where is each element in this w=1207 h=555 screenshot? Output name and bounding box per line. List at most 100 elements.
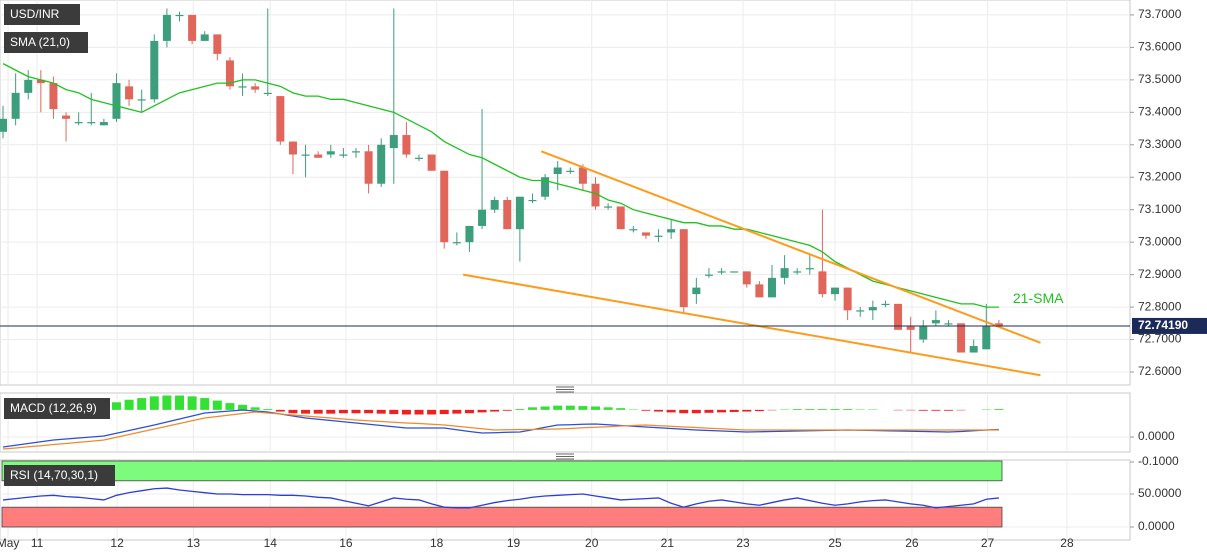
x-tick-label: 28 bbox=[1060, 536, 1074, 550]
candle-body bbox=[0, 118, 8, 132]
histogram-bar bbox=[414, 409, 424, 415]
candle-body bbox=[629, 229, 638, 231]
histogram-bar bbox=[616, 408, 626, 410]
candle-body bbox=[742, 271, 751, 285]
candle-body bbox=[415, 157, 424, 159]
candle-body bbox=[87, 122, 96, 124]
candle-body bbox=[288, 141, 297, 155]
trend-line bbox=[540, 150, 1041, 344]
candle-body bbox=[667, 229, 676, 233]
candle-body bbox=[755, 284, 764, 298]
x-tick-label: 19 bbox=[507, 536, 521, 550]
candle-body bbox=[616, 206, 625, 230]
histogram-bar bbox=[742, 409, 752, 412]
x-tick-label: 16 bbox=[339, 536, 353, 550]
candle-body bbox=[364, 151, 373, 184]
histogram-bar bbox=[364, 409, 374, 414]
candle-body bbox=[36, 79, 45, 84]
candle-body bbox=[314, 154, 323, 158]
panel-separator bbox=[556, 386, 574, 460]
candle-body bbox=[263, 92, 272, 95]
histogram-bar bbox=[212, 400, 222, 410]
histogram-bar bbox=[931, 409, 941, 411]
x-tick-label: 18 bbox=[430, 536, 444, 550]
y-tick-label: 72.9000 bbox=[1138, 267, 1182, 281]
histogram-bar bbox=[313, 409, 323, 414]
histogram-bar bbox=[729, 409, 739, 412]
candle-body bbox=[175, 14, 184, 17]
sma-line bbox=[2, 63, 999, 308]
histogram-bar bbox=[527, 407, 537, 410]
y-tick-label: 73.2000 bbox=[1138, 169, 1182, 183]
macd-line bbox=[2, 411, 999, 450]
histogram-bar bbox=[288, 409, 298, 414]
rsi-title-box bbox=[4, 465, 115, 486]
histogram-bar bbox=[591, 406, 601, 410]
histogram-bar bbox=[502, 409, 512, 411]
histogram-bar bbox=[326, 409, 336, 414]
histogram-bar bbox=[338, 409, 348, 414]
candle-body bbox=[427, 154, 436, 171]
candle-body bbox=[515, 196, 524, 230]
histogram-bar bbox=[301, 409, 311, 414]
annotation: 21-SMA bbox=[1013, 290, 1064, 306]
candle-body bbox=[238, 86, 247, 88]
histogram-bar bbox=[679, 409, 689, 414]
candle-body bbox=[717, 271, 726, 273]
histogram-bar bbox=[137, 398, 147, 410]
histogram-bar bbox=[464, 409, 474, 414]
candle-body bbox=[24, 79, 33, 93]
candle-body bbox=[150, 40, 159, 100]
candle-body bbox=[793, 271, 802, 273]
candle-body bbox=[478, 209, 487, 226]
price-panel bbox=[0, 0, 1131, 386]
candle-body bbox=[868, 307, 877, 311]
candle-body bbox=[730, 271, 739, 273]
candle-body bbox=[276, 96, 285, 142]
histogram-bar bbox=[175, 395, 185, 410]
histogram-bar bbox=[376, 409, 386, 414]
candle-body bbox=[553, 167, 562, 174]
histogram-bar bbox=[805, 409, 815, 410]
rsi-title: RSI (14,70,30,1) bbox=[10, 468, 98, 482]
histogram-bar bbox=[427, 409, 437, 415]
y-tick-label: 73.3000 bbox=[1138, 137, 1182, 151]
candle-body bbox=[818, 271, 827, 295]
candle-body bbox=[541, 177, 550, 197]
histogram-bar bbox=[540, 406, 550, 410]
candle-body bbox=[654, 235, 663, 237]
candle-body bbox=[125, 86, 134, 100]
histogram-bar bbox=[351, 409, 361, 414]
candle-body bbox=[767, 277, 776, 298]
candle-body bbox=[528, 199, 537, 202]
histogram-bar bbox=[238, 404, 248, 410]
candle-body bbox=[377, 144, 386, 184]
last-price-label: 72.74190 bbox=[1138, 318, 1188, 332]
x-tick-label: 23 bbox=[736, 536, 750, 550]
candle-body bbox=[49, 83, 58, 110]
histogram-bar bbox=[111, 402, 121, 410]
histogram-bar bbox=[452, 409, 462, 414]
legend-box bbox=[4, 32, 88, 53]
histogram-bar bbox=[477, 409, 487, 413]
histogram-bar bbox=[792, 409, 802, 410]
histogram-bar bbox=[717, 409, 727, 413]
x-tick-label: 11 bbox=[31, 536, 44, 550]
histogram-bar bbox=[250, 407, 260, 410]
chart-title: USD/INR bbox=[10, 7, 60, 21]
histogram-bar bbox=[654, 409, 664, 412]
histogram-bar bbox=[439, 409, 449, 415]
histogram-bar bbox=[994, 409, 1004, 410]
candle-body bbox=[351, 151, 360, 153]
y-tick-label: 0.0000 bbox=[1138, 429, 1175, 443]
x-tick-label: 25 bbox=[828, 536, 842, 550]
x-tick-label: May bbox=[0, 536, 19, 550]
candle-body bbox=[301, 154, 310, 156]
rsi-line bbox=[2, 487, 999, 509]
candle-body bbox=[137, 99, 146, 101]
candle-body bbox=[213, 34, 222, 54]
histogram-bar bbox=[187, 396, 197, 410]
y-tick-label: 50.0000 bbox=[1138, 486, 1182, 500]
candle-body bbox=[894, 303, 903, 330]
